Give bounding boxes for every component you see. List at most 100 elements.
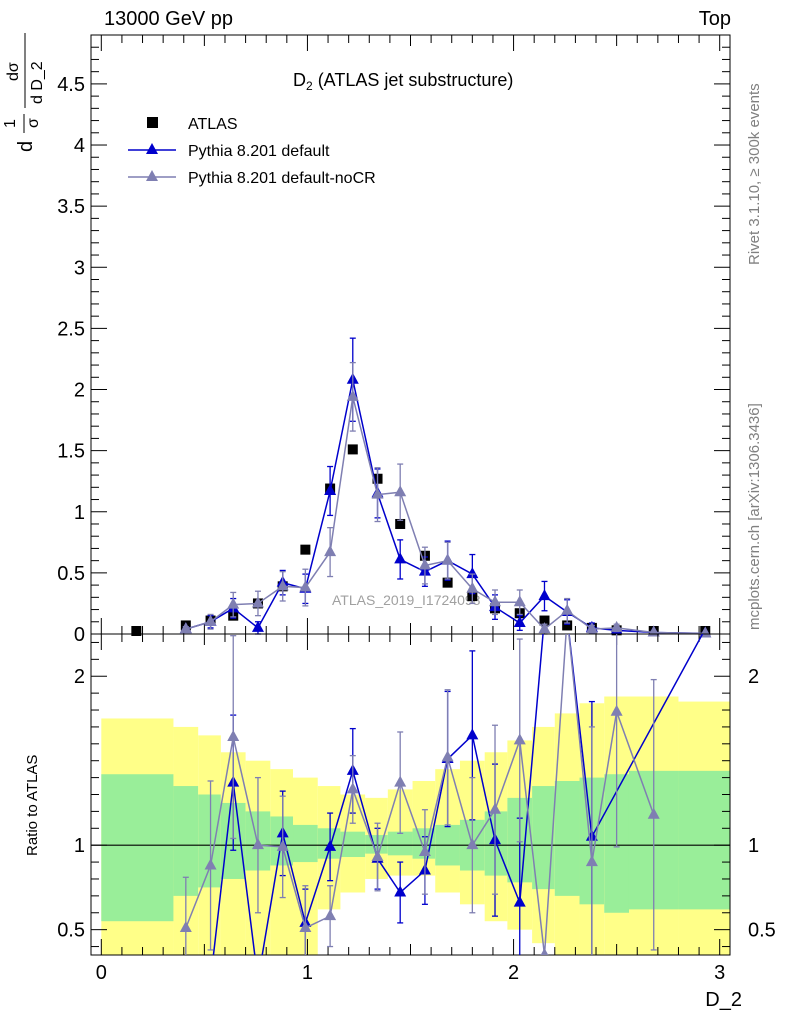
pythia-nocr-point (276, 579, 289, 591)
main-plot-area: 0 0.5 1 1.5 2 2.5 3 3.5 4 4.5 (57, 34, 731, 646)
pythia-nocr-point (204, 614, 217, 626)
ratio-pythia-default-point (466, 728, 479, 740)
pythia-nocr-point (466, 581, 479, 593)
atlas-data-point (347, 444, 358, 455)
ratio-pythia-default-point (394, 885, 407, 897)
ratio-pythia-nocr-point (324, 909, 337, 921)
ratio-plot-area: 0 1 2 3 0.5 0.5 1 1 2 2 (57, 633, 776, 984)
atlas-data-point (562, 620, 573, 631)
legend-label-atlas: ATLAS (188, 116, 238, 133)
legend-marker-pythia-nocr (146, 170, 158, 181)
pythia-nocr-point (371, 487, 384, 499)
ratio-pythia-nocr-point (394, 775, 407, 787)
x-axis-label: D_2 (705, 989, 742, 1011)
pythia-nocr-point (324, 545, 337, 557)
ratio-pythia-nocr-point (346, 782, 359, 794)
ratio-pythia-nocr-point (466, 838, 479, 850)
legend-marker-atlas (147, 117, 158, 128)
y-label-dsigma: dσ (5, 62, 22, 81)
ratio-y-tick-label: 1 (74, 835, 85, 857)
ratio-pythia-nocr-point (251, 838, 264, 850)
ratio-pythia-nocr-point (610, 704, 623, 716)
header-energy-label: 13000 GeV pp (104, 8, 233, 30)
ratio-y-tick-label-right: 2 (748, 666, 759, 688)
pythia-default-point (251, 620, 264, 632)
pythia-default-point (394, 552, 407, 564)
pythia-default-point (513, 615, 526, 627)
atlas-data-point (442, 577, 453, 588)
ratio-band-inner (387, 831, 413, 856)
atlas-data-point (300, 544, 311, 555)
ratio-band-inner (101, 774, 174, 922)
main-y-tick-label: 3.5 (57, 196, 85, 218)
plot-title: D2 (ATLAS jet substructure) (293, 70, 513, 93)
ratio-series-group (179, 634, 704, 955)
legend: ATLAS Pythia 8.201 default Pythia 8.201 … (128, 116, 376, 187)
ratio-pythia-default-point (513, 895, 526, 907)
pythia-nocr-point (441, 553, 454, 565)
pythia-default-point (538, 589, 551, 601)
ratio-y-tick-label: 0.5 (57, 920, 85, 942)
y-label-sigma: σ (25, 118, 42, 128)
pythia-nocr-point (227, 597, 240, 609)
pythia-nocr-point (179, 622, 192, 634)
pythia-nocr-point (251, 596, 264, 608)
ratio-pythia-nocr-point (276, 839, 289, 851)
pythia-nocr-point (394, 485, 407, 497)
analysis-watermark: ATLAS_2019_I1724098 (332, 592, 481, 608)
ratio-band-inner (293, 824, 318, 863)
legend-marker-pythia-default (146, 143, 158, 154)
ratio-pythia-nocr-point (441, 750, 454, 762)
atlas-data-point (395, 518, 406, 529)
main-y-tick-label: 4 (74, 135, 85, 157)
pythia-nocr-point (561, 603, 574, 615)
x-tick-label: 1 (302, 962, 313, 984)
ratio-y-tick-label-right: 0.5 (748, 920, 776, 942)
title-sub: 2 (306, 79, 313, 93)
ratio-pythia-nocr-point (204, 858, 217, 870)
ratio-band-inner (554, 780, 580, 896)
title-rest: (ATLAS jet substructure) (313, 70, 514, 90)
ratio-pythia-nocr-point (418, 844, 431, 856)
pythia-default-point (324, 483, 337, 495)
pythia-nocr-point (418, 558, 431, 570)
x-tick-label: 3 (714, 962, 725, 984)
ratio-series-line (185, 634, 655, 955)
atlas-data-point (539, 615, 550, 626)
ratio-pythia-nocr-point (179, 920, 192, 932)
ratio-band-inner (678, 770, 730, 910)
y-label-dD2: d D_2 (29, 61, 46, 104)
pythia-nocr-point (489, 595, 502, 607)
main-frame (90, 34, 731, 635)
pythia-nocr-point (610, 620, 623, 632)
x-tick-label: 2 (508, 962, 519, 984)
ratio-pythia-nocr-point (299, 920, 312, 932)
main-y-tick-label: 0 (74, 624, 85, 646)
ratio-pythia-nocr-point (540, 948, 549, 955)
pythia-nocr-point (538, 622, 551, 634)
pythia-default-point (466, 567, 479, 579)
ratio-y-tick-label-right: 1 (748, 835, 759, 857)
main-y-tick-label: 1 (74, 502, 85, 524)
main-y-tick-label: 4.5 (57, 74, 85, 96)
ratio-pythia-nocr-point (489, 802, 502, 814)
main-y-tick-label: 0.5 (57, 563, 85, 585)
ratio-pythia-nocr-point (647, 807, 660, 819)
ratio-pythia-nocr-point (585, 855, 598, 867)
main-y-tick-label: 3 (74, 257, 85, 279)
atlas-data-point (131, 626, 142, 636)
pythia-nocr-point (346, 389, 359, 401)
pythia-nocr-point (585, 622, 598, 634)
ratio-band-inner (365, 835, 388, 854)
ratio-pythia-nocr-point (371, 850, 384, 862)
pythia-nocr-point (299, 580, 312, 592)
y-label-one: 1 (2, 119, 19, 128)
y-label-d: d (15, 141, 37, 152)
ratio-band-inner (532, 786, 555, 890)
ratio-band-inner (198, 794, 221, 888)
main-y-tick-label: 2 (74, 380, 85, 402)
legend-label-pythia-default: Pythia 8.201 default (188, 143, 330, 160)
ratio-y-tick-label: 2 (74, 666, 85, 688)
header-process-label: Top (698, 8, 731, 30)
